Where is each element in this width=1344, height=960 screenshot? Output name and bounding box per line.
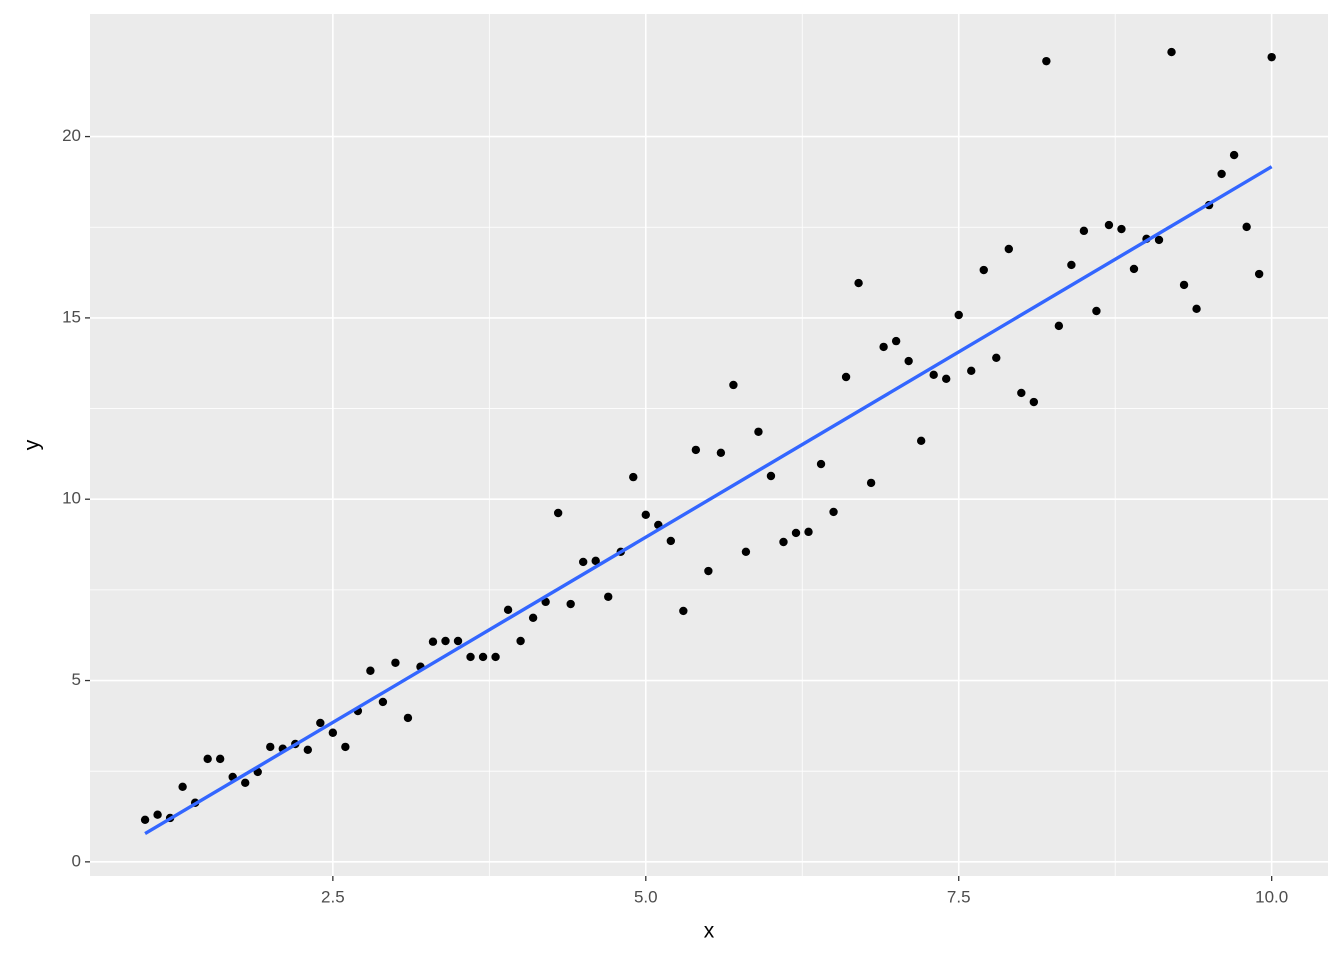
- point: [1054, 321, 1064, 331]
- point: [491, 652, 500, 662]
- point: [1192, 304, 1201, 314]
- point: [266, 742, 275, 752]
- point: [1117, 224, 1126, 234]
- point: [779, 537, 788, 547]
- point: [729, 380, 738, 390]
- point: [328, 728, 338, 737]
- point: [215, 754, 225, 764]
- point: [378, 697, 388, 707]
- point: [541, 597, 550, 607]
- point: [1092, 306, 1101, 316]
- point: [391, 658, 400, 667]
- point: [604, 592, 613, 601]
- point: [1067, 260, 1076, 270]
- y-tick-label: 15: [62, 307, 81, 326]
- point: [566, 599, 575, 609]
- y-tick-label: 20: [62, 126, 81, 145]
- point: [516, 636, 525, 646]
- point: [791, 528, 801, 538]
- point: [1154, 235, 1164, 245]
- point: [528, 613, 538, 622]
- point: [453, 636, 463, 646]
- point: [942, 374, 951, 384]
- point: [178, 782, 187, 791]
- point: [766, 471, 776, 481]
- x-tick-label: 2.5: [321, 887, 345, 906]
- point: [754, 427, 763, 436]
- point: [716, 448, 726, 457]
- point: [341, 742, 350, 752]
- point: [741, 547, 751, 556]
- point: [704, 566, 713, 576]
- point: [241, 778, 250, 788]
- x-tick-label: 5.0: [634, 887, 658, 906]
- point: [1267, 52, 1276, 62]
- point: [1004, 244, 1013, 254]
- point: [140, 815, 150, 824]
- x-axis-title: x: [704, 920, 715, 943]
- panel: [90, 14, 1328, 876]
- point: [916, 436, 926, 446]
- point: [366, 666, 375, 675]
- point: [679, 606, 688, 616]
- point: [1029, 397, 1039, 407]
- point: [1254, 269, 1264, 279]
- point: [1079, 226, 1089, 236]
- point: [553, 508, 563, 518]
- point: [816, 459, 826, 469]
- y-tick-label: 5: [72, 670, 81, 689]
- point: [153, 810, 162, 819]
- point: [428, 637, 438, 646]
- point: [316, 718, 325, 728]
- point: [403, 713, 413, 723]
- point: [841, 372, 851, 382]
- trend-line: [144, 165, 1273, 836]
- y-tick-label: 10: [62, 489, 81, 508]
- point: [929, 370, 938, 380]
- point: [441, 636, 450, 646]
- point: [1242, 222, 1251, 232]
- point: [879, 342, 888, 352]
- point: [691, 445, 701, 455]
- point: [1217, 169, 1226, 179]
- point: [829, 507, 838, 517]
- point: [1104, 220, 1114, 230]
- point: [967, 366, 976, 376]
- point: [979, 265, 988, 275]
- point: [591, 556, 600, 566]
- point: [578, 557, 588, 567]
- point: [854, 278, 863, 288]
- point: [641, 510, 650, 520]
- x-tick-label: 10.0: [1255, 887, 1288, 906]
- point: [1129, 264, 1139, 274]
- point: [1179, 280, 1189, 290]
- point: [629, 472, 638, 482]
- point: [804, 527, 813, 537]
- point: [503, 605, 513, 615]
- x-tick-label: 7.5: [947, 887, 971, 906]
- point: [1167, 47, 1176, 57]
- point: [866, 478, 876, 488]
- point: [954, 310, 963, 320]
- point: [1017, 388, 1026, 398]
- point: [992, 353, 1001, 362]
- point: [1229, 150, 1239, 160]
- y-axis-title: y: [21, 439, 44, 450]
- point: [904, 356, 913, 366]
- point: [203, 754, 212, 764]
- point: [478, 652, 488, 662]
- point: [303, 745, 313, 755]
- point: [466, 652, 475, 662]
- point: [666, 536, 676, 546]
- y-tick-label: 0: [72, 851, 81, 870]
- point: [1042, 56, 1051, 66]
- point: [891, 336, 901, 346]
